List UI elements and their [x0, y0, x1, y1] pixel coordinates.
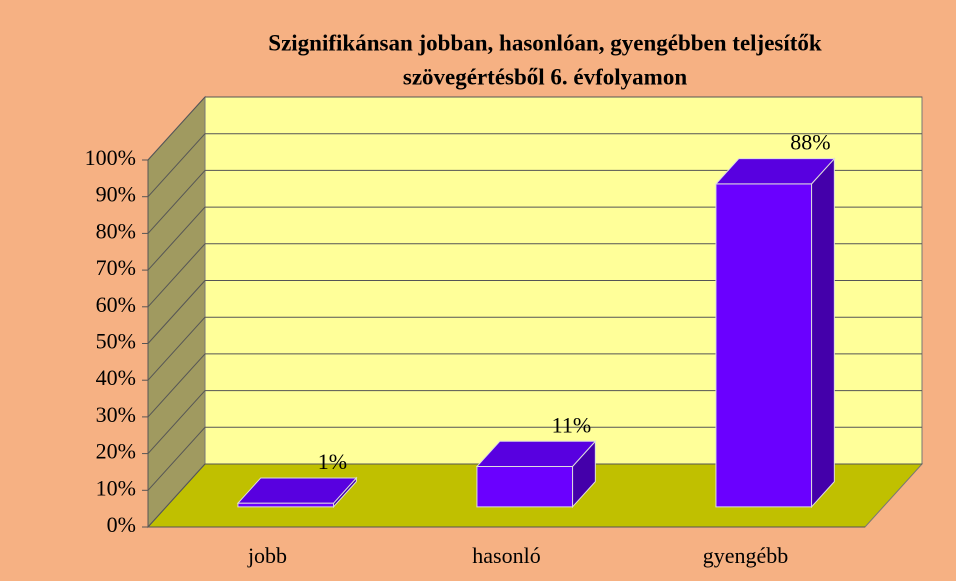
x-tick-label: gyengébb	[703, 543, 789, 568]
y-tick-label: 70%	[96, 255, 136, 280]
y-tick-label: 80%	[96, 218, 136, 243]
grid-line	[147, 170, 206, 234]
y-tick-label: 0%	[107, 512, 136, 537]
value-label: 11%	[552, 412, 592, 437]
bar-front	[715, 183, 813, 508]
grid-line	[147, 280, 206, 344]
y-tick-label: 40%	[96, 365, 136, 390]
x-tick-label: hasonló	[472, 543, 540, 568]
x-tick-label: jobb	[247, 543, 287, 568]
chart-subtitle: szövegértésből 6. évfolyamon	[403, 64, 687, 89]
y-tick-label: 100%	[85, 145, 136, 170]
grid-line	[147, 316, 206, 381]
bar-top	[236, 477, 358, 504]
bar-front	[237, 502, 335, 508]
y-tick-label: 90%	[96, 182, 136, 207]
y-tick-label: 50%	[96, 329, 136, 354]
grid-line	[147, 463, 206, 528]
y-tick-label: 10%	[96, 475, 136, 500]
grid-line	[147, 243, 206, 308]
bar-top	[475, 440, 597, 467]
grid-line	[147, 390, 206, 454]
bar-front	[476, 465, 574, 508]
grid-line	[147, 426, 206, 491]
bar-top	[714, 158, 836, 185]
value-label: 1%	[318, 449, 347, 474]
y-tick-label: 60%	[96, 292, 136, 317]
bar-side	[811, 157, 835, 509]
grid-line	[147, 96, 206, 161]
grid-line	[147, 353, 206, 418]
grid-line	[147, 206, 206, 271]
value-label: 88%	[790, 130, 830, 155]
grid-line	[147, 133, 206, 198]
chart-title: Szignifikánsan jobban, hasonlóan, gyengé…	[268, 30, 822, 55]
y-tick-label: 30%	[96, 402, 136, 427]
y-tick-label: 20%	[96, 439, 136, 464]
